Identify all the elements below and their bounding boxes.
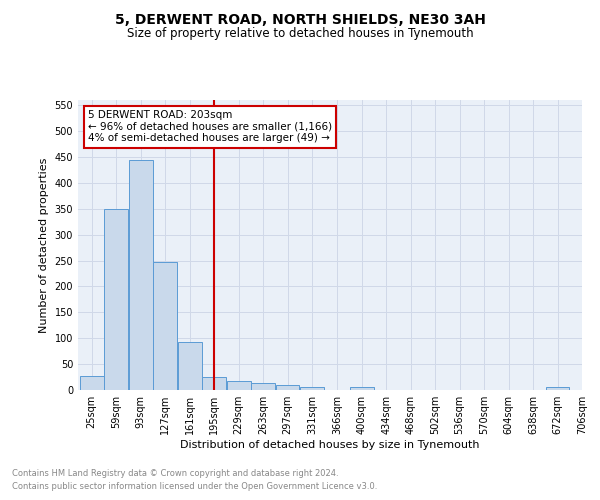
- Bar: [128, 160, 152, 390]
- Bar: [275, 385, 299, 390]
- X-axis label: Distribution of detached houses by size in Tynemouth: Distribution of detached houses by size …: [180, 440, 480, 450]
- Y-axis label: Number of detached properties: Number of detached properties: [39, 158, 49, 332]
- Bar: [202, 377, 226, 390]
- Bar: [178, 342, 202, 390]
- Text: Contains public sector information licensed under the Open Government Licence v3: Contains public sector information licen…: [12, 482, 377, 491]
- Bar: [227, 380, 251, 390]
- Text: Size of property relative to detached houses in Tynemouth: Size of property relative to detached ho…: [127, 28, 473, 40]
- Bar: [300, 387, 324, 390]
- Text: 5, DERWENT ROAD, NORTH SHIELDS, NE30 3AH: 5, DERWENT ROAD, NORTH SHIELDS, NE30 3AH: [115, 12, 485, 26]
- Text: Contains HM Land Registry data © Crown copyright and database right 2024.: Contains HM Land Registry data © Crown c…: [12, 468, 338, 477]
- Text: 5 DERWENT ROAD: 203sqm
← 96% of detached houses are smaller (1,166)
4% of semi-d: 5 DERWENT ROAD: 203sqm ← 96% of detached…: [88, 110, 332, 144]
- Bar: [104, 209, 128, 390]
- Bar: [251, 384, 275, 390]
- Bar: [153, 262, 177, 390]
- Bar: [80, 376, 104, 390]
- Bar: [545, 388, 569, 390]
- Bar: [350, 388, 374, 390]
